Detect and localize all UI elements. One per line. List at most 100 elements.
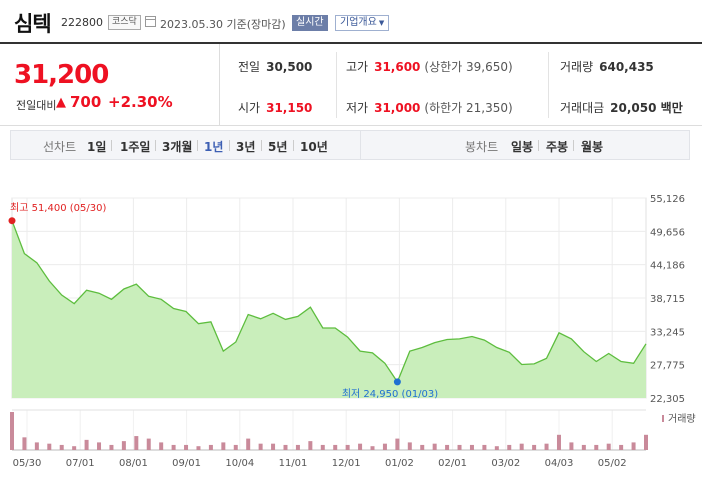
low-value: 31,000 — [374, 101, 421, 115]
candle-weekly[interactable]: 주봉 — [546, 140, 569, 154]
volume-bar — [171, 444, 176, 450]
volume-bar — [308, 441, 313, 450]
stock-header: 심텍 222800 코스닥 2023.05.30 기준(장마감) 실시간 기업개… — [0, 0, 702, 44]
volume-bar — [72, 446, 77, 450]
separator — [538, 140, 539, 151]
y-tick-label: 22,305 — [650, 394, 685, 405]
up-arrow-icon: ▲ — [56, 95, 66, 110]
volume-bar — [121, 441, 126, 450]
volume-legend-icon — [662, 415, 664, 422]
period-3y[interactable]: 3년 — [236, 140, 256, 154]
period-10y[interactable]: 10년 — [300, 140, 328, 154]
high-label: 고가 — [346, 60, 369, 74]
company-info-label: 기업개요 — [340, 17, 377, 28]
period-3m[interactable]: 3개월 — [162, 140, 193, 154]
y-tick-label: 49,656 — [650, 227, 685, 238]
volume-bar — [519, 443, 524, 450]
volume: 거래량 640,435 — [560, 58, 654, 75]
high-value: 31,600 — [374, 60, 421, 74]
stock-code: 222800 — [61, 16, 103, 29]
realtime-button[interactable]: 실시간 — [292, 15, 328, 31]
trade-value-value: 20,050 백만 — [610, 101, 683, 115]
period-1w[interactable]: 1주일 — [120, 140, 151, 154]
stock-name: 심텍 — [14, 12, 52, 36]
chart-annotations: 최고 51,400 (05/30) 최저 24,950 (01/03) 거래량 — [8, 202, 696, 425]
volume-bar — [271, 443, 276, 450]
candle-chart-label: 봉차트 — [465, 140, 499, 154]
volume-bar — [47, 443, 52, 450]
header-divider — [0, 42, 702, 44]
trade-value: 거래대금 20,050 백만 — [560, 99, 683, 116]
x-tick-label: 12/01 — [332, 458, 361, 469]
quote-panel: 31,200 전일대비 ▲ 700 +2.30% 전일 30,500 고가 31,6… — [0, 44, 702, 126]
y-axis: 55,126 49,656 44,186 38,715 33,245 27,775 22,3… — [650, 194, 685, 405]
high-annotation: 최고 51,400 (05/30) — [10, 202, 106, 214]
price-line — [11, 220, 647, 384]
period-bar: 선차트 1일 1주일 3개월 1년 3년 5년 10년 봉차트 일봉 주봉 월봉 — [10, 130, 690, 160]
volume-bar — [532, 444, 537, 450]
volume-bar — [457, 444, 462, 450]
volume-bar — [619, 444, 624, 450]
price-chart[interactable]: 55,126 49,656 44,186 38,715 33,245 27,775 22,3… — [0, 186, 702, 484]
chevron-down-icon: ▼ — [378, 19, 385, 27]
volume-bar — [407, 442, 412, 450]
volume-bar — [84, 439, 89, 450]
volume-bar — [221, 442, 226, 450]
price-box: 31,200 전일대비 ▲ 700 +2.30% — [0, 44, 220, 126]
price-area — [12, 220, 646, 398]
company-info-button[interactable]: 기업개요 ▼ — [335, 15, 390, 31]
volume-legend-label: 거래량 — [668, 413, 696, 425]
x-tick-label: 05/30 — [13, 458, 42, 469]
period-5y[interactable]: 5년 — [268, 140, 288, 154]
x-axis: 05/30 07/01 08/01 09/01 10/04 11/01 12/01 01/02… — [13, 458, 627, 469]
volume-bar — [159, 442, 164, 450]
candle-daily[interactable]: 일봉 — [511, 140, 534, 154]
volume-bar — [556, 434, 561, 450]
open: 시가 31,150 — [238, 99, 312, 116]
prev-close: 전일 30,500 — [238, 58, 312, 75]
volume-bar — [644, 434, 648, 450]
volume-bar — [581, 444, 586, 450]
open-value: 31,150 — [266, 101, 313, 115]
separator — [573, 140, 574, 151]
y-tick-label: 38,715 — [650, 294, 685, 305]
candle-monthly[interactable]: 월봉 — [581, 140, 604, 154]
period-1d[interactable]: 1일 — [87, 140, 107, 154]
volume-bar — [395, 438, 400, 450]
x-tick-label: 04/03 — [545, 458, 574, 469]
x-tick-label: 11/01 — [279, 458, 308, 469]
low-marker — [393, 378, 401, 386]
volume-bar — [184, 444, 189, 450]
volume-bar — [631, 442, 636, 450]
quote-divider — [336, 52, 337, 118]
volume-bar — [246, 438, 251, 450]
period-1y[interactable]: 1년 — [204, 140, 224, 154]
volume-bar — [345, 444, 350, 450]
prev-close-label: 전일 — [238, 60, 261, 74]
volume-bar — [382, 443, 387, 450]
volume-bar — [544, 443, 549, 450]
volume-bar — [34, 442, 39, 450]
volume-bar — [196, 446, 201, 450]
separator — [197, 140, 198, 151]
volume-bar — [295, 444, 300, 450]
change-rate: +2.30% — [108, 93, 173, 111]
x-tick-label: 08/01 — [119, 458, 148, 469]
volume-bar — [358, 443, 363, 450]
y-tick-label: 33,245 — [650, 327, 685, 338]
open-label: 시가 — [238, 101, 261, 115]
market-badge: 코스닥 — [108, 15, 141, 30]
separator — [111, 140, 112, 151]
volume-bar — [59, 444, 64, 450]
x-tick-label: 10/04 — [225, 458, 254, 469]
upper-limit: (상한가 39,650) — [424, 60, 513, 74]
volume-value: 640,435 — [599, 60, 654, 74]
separator — [155, 140, 156, 151]
high: 고가 31,600 (상한가 39,650) — [346, 58, 513, 75]
volume-bars — [10, 412, 648, 450]
lower-limit: (하한가 21,350) — [424, 101, 513, 115]
low-label: 저가 — [346, 101, 369, 115]
volume-bar — [97, 442, 102, 450]
trade-value-label: 거래대금 — [560, 101, 605, 115]
change-label: 전일대비 — [16, 99, 57, 112]
